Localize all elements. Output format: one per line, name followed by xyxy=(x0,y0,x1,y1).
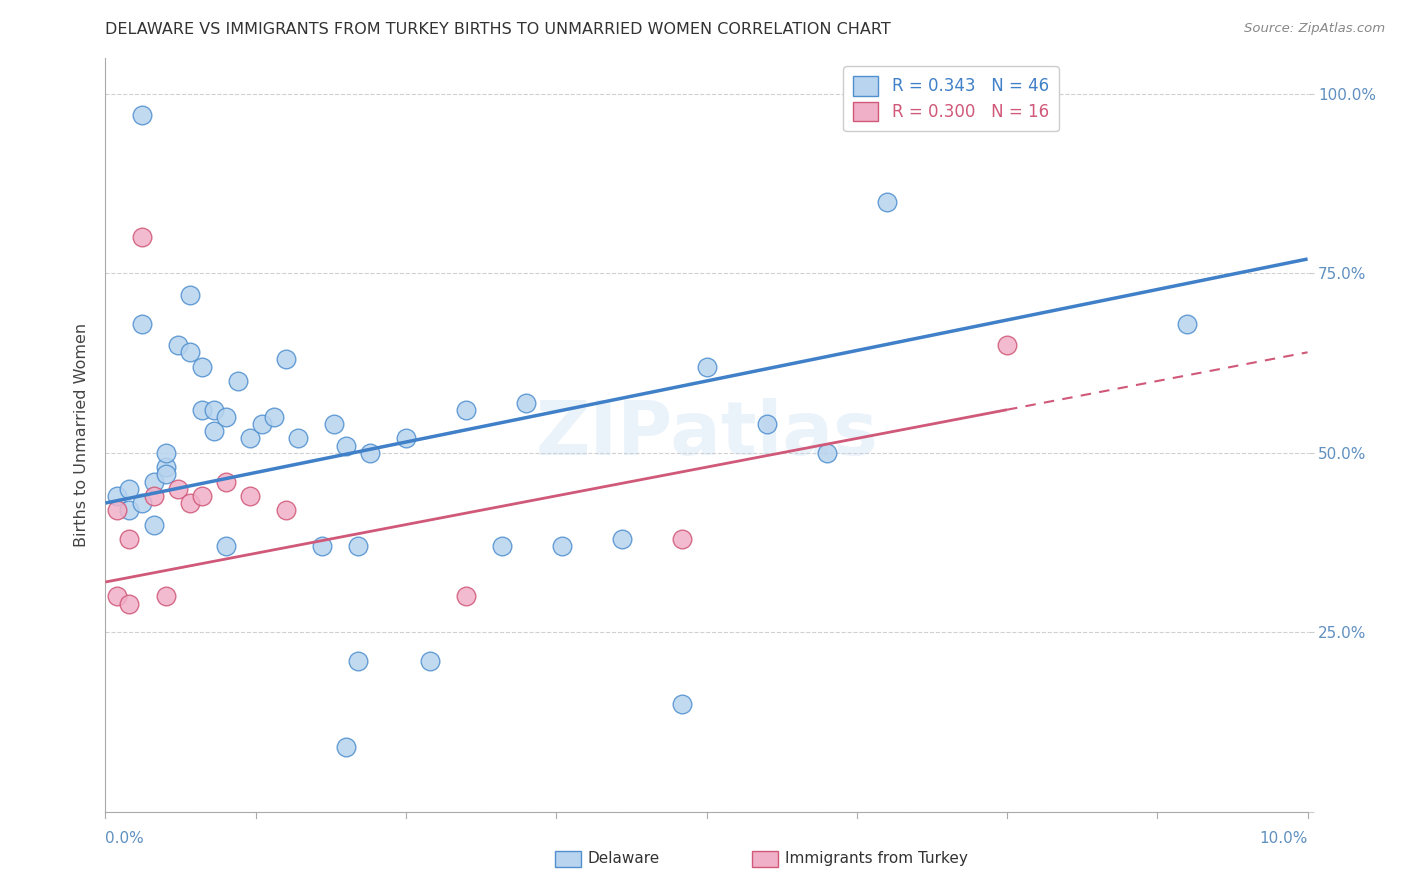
Point xyxy=(311,539,333,553)
Point xyxy=(142,517,165,532)
Point xyxy=(179,345,201,359)
Legend: R = 0.343   N = 46, R = 0.300   N = 16: R = 0.343 N = 46, R = 0.300 N = 16 xyxy=(844,66,1059,131)
Point xyxy=(155,460,177,475)
Point xyxy=(755,417,778,431)
Text: Delaware: Delaware xyxy=(588,852,659,866)
Point xyxy=(155,590,177,604)
Point xyxy=(107,590,129,604)
Point xyxy=(214,475,236,489)
Point xyxy=(166,338,188,352)
Text: DELAWARE VS IMMIGRANTS FROM TURKEY BIRTHS TO UNMARRIED WOMEN CORRELATION CHART: DELAWARE VS IMMIGRANTS FROM TURKEY BIRTH… xyxy=(105,22,891,37)
Point xyxy=(287,432,309,446)
Point xyxy=(274,503,297,517)
Point xyxy=(612,532,634,546)
Point xyxy=(190,489,212,503)
Point xyxy=(1175,317,1198,331)
Point xyxy=(166,482,188,496)
Point xyxy=(118,503,141,517)
Point xyxy=(419,654,441,668)
Text: 10.0%: 10.0% xyxy=(1260,831,1308,846)
Point xyxy=(322,417,344,431)
Text: Immigrants from Turkey: Immigrants from Turkey xyxy=(785,852,967,866)
Point xyxy=(395,432,418,446)
Point xyxy=(179,496,201,510)
Point xyxy=(347,654,370,668)
Point xyxy=(454,590,477,604)
Point xyxy=(515,395,537,409)
Point xyxy=(142,489,165,503)
Point xyxy=(118,597,141,611)
Point xyxy=(696,359,718,374)
Point xyxy=(214,409,236,424)
Point xyxy=(995,338,1018,352)
Point xyxy=(155,446,177,460)
Point xyxy=(226,374,249,388)
Point xyxy=(671,697,693,711)
Point xyxy=(239,432,262,446)
Y-axis label: Births to Unmarried Women: Births to Unmarried Women xyxy=(75,323,90,547)
Text: 0.0%: 0.0% xyxy=(105,831,145,846)
Point xyxy=(131,496,153,510)
Point xyxy=(107,503,129,517)
Point xyxy=(815,446,838,460)
Point xyxy=(118,532,141,546)
Point xyxy=(118,482,141,496)
Point xyxy=(359,446,381,460)
Point xyxy=(335,439,357,453)
Point xyxy=(239,489,262,503)
Point xyxy=(250,417,273,431)
Point xyxy=(274,352,297,367)
Point xyxy=(335,740,357,755)
Point xyxy=(876,194,898,209)
FancyBboxPatch shape xyxy=(752,851,778,867)
Point xyxy=(190,402,212,417)
Point xyxy=(551,539,574,553)
Point xyxy=(202,424,225,438)
Point xyxy=(202,402,225,417)
Point xyxy=(142,475,165,489)
Text: ZIPatlas: ZIPatlas xyxy=(536,399,877,471)
Point xyxy=(491,539,513,553)
FancyBboxPatch shape xyxy=(555,851,581,867)
Point xyxy=(671,532,693,546)
Point xyxy=(155,467,177,482)
Point xyxy=(179,288,201,302)
Point xyxy=(131,108,153,122)
Point xyxy=(263,409,285,424)
Point xyxy=(214,539,236,553)
Point xyxy=(131,230,153,244)
Point xyxy=(107,489,129,503)
Point xyxy=(190,359,212,374)
Point xyxy=(347,539,370,553)
Point xyxy=(454,402,477,417)
Point xyxy=(131,317,153,331)
Text: Source: ZipAtlas.com: Source: ZipAtlas.com xyxy=(1244,22,1385,36)
